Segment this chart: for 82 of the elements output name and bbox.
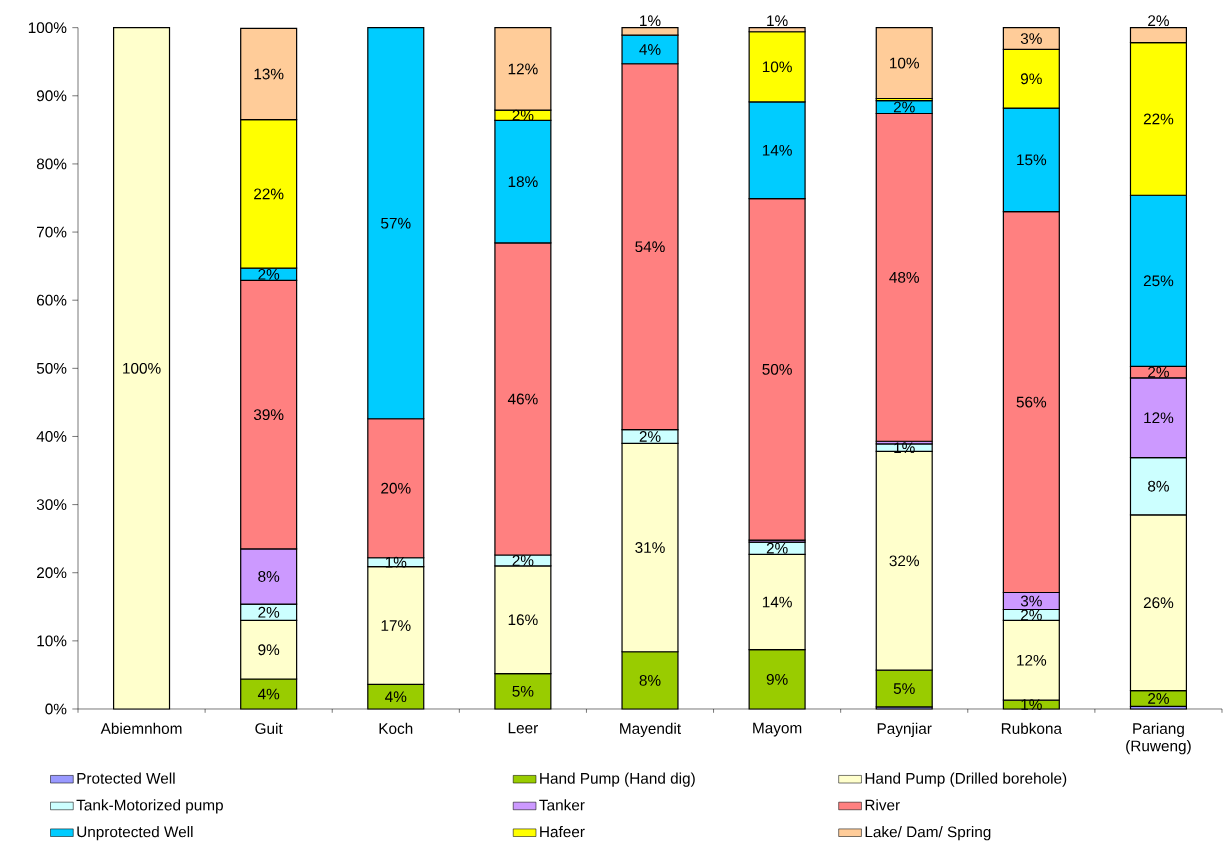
y-tick-label: 10%	[37, 635, 67, 647]
y-tick-label: 30%	[36, 499, 67, 511]
x-tick-label: Mayom	[753, 722, 802, 737]
data-label: 2%	[258, 606, 280, 618]
data-label: 15%	[1017, 154, 1047, 166]
data-label: 14%	[762, 596, 792, 608]
data-label: 12%	[1017, 654, 1047, 666]
data-label: 54%	[635, 241, 665, 253]
data-label: 39%	[253, 409, 284, 421]
data-label: 2%	[1148, 693, 1169, 704]
data-label: 12%	[1144, 412, 1174, 424]
x-tick-label: Rubkona	[1001, 722, 1063, 734]
x-tick-label: Guit	[255, 722, 283, 734]
data-label: 4%	[257, 688, 280, 700]
y-tick-label: 80%	[36, 158, 67, 170]
legend-label: Hafeer	[540, 826, 585, 838]
data-label: 31%	[635, 542, 665, 553]
data-label: 4%	[385, 691, 407, 703]
y-tick-label: 60%	[37, 294, 67, 306]
legend-label: Tank-Motorized pump	[76, 799, 223, 814]
legend-label: Lake/ Dam/ Spring	[865, 826, 991, 841]
data-label: 5%	[512, 685, 534, 697]
data-label: 2%	[893, 101, 915, 113]
data-label: 2%	[1148, 366, 1169, 378]
legend-label: Unprotected Well	[77, 826, 193, 841]
y-tick-label: 50%	[36, 362, 67, 374]
data-label: 8%	[258, 571, 280, 582]
x-tick-label: Abiemnhom	[100, 722, 182, 734]
data-label: 3%	[1020, 33, 1042, 44]
y-tick-label: 20%	[37, 567, 67, 579]
data-label: 12%	[508, 63, 538, 75]
data-label: 56%	[1016, 396, 1047, 408]
data-label: 10%	[762, 61, 792, 73]
data-label: 2%	[766, 542, 788, 554]
data-label: 46%	[507, 393, 538, 405]
data-label: 17%	[381, 620, 411, 631]
y-tick-label: 0%	[45, 703, 67, 715]
data-label: 9%	[258, 644, 280, 656]
y-tick-label: 100%	[28, 22, 67, 34]
data-label: 16%	[508, 614, 538, 626]
x-tick-label: Koch	[379, 722, 413, 734]
data-label: 8%	[1148, 480, 1169, 492]
y-tick-label: 90%	[36, 90, 67, 102]
legend-label: Tanker	[539, 799, 585, 811]
legend-label: River	[865, 799, 900, 811]
legend-label: Hand Pump (Drilled borehole)	[865, 772, 1067, 787]
data-label: 4%	[639, 44, 661, 55]
data-label: 50%	[762, 363, 792, 375]
data-label: 57%	[381, 217, 411, 229]
data-label: 5%	[893, 683, 915, 694]
data-label: 13%	[254, 68, 284, 80]
data-label: 1%	[1021, 699, 1042, 710]
data-label: 22%	[1143, 113, 1174, 125]
data-label: 9%	[1020, 73, 1042, 85]
legend-label: Protected Well	[77, 772, 175, 784]
data-label: 9%	[766, 673, 788, 685]
data-label: 14%	[762, 144, 792, 156]
data-label: 100%	[123, 362, 161, 374]
data-label: 26%	[1143, 597, 1174, 609]
y-tick-label: 40%	[36, 431, 67, 442]
x-tick-label: Paynjiar	[877, 722, 932, 738]
data-label: 1%	[767, 15, 788, 27]
data-label: 8%	[639, 674, 661, 686]
x-tick-label: Leer	[508, 722, 538, 734]
legend-label: Hand Pump (Hand dig)	[540, 772, 695, 787]
x-tick-label: Pariang (Ruweng)	[1126, 722, 1191, 755]
data-label: 20%	[381, 482, 411, 494]
data-label: 32%	[889, 555, 920, 567]
data-label: 25%	[1143, 275, 1174, 287]
data-label: 48%	[889, 271, 920, 283]
data-label: 10%	[890, 57, 920, 69]
data-label: 2%	[1021, 609, 1042, 621]
data-label: 2%	[512, 555, 534, 566]
y-tick-label: 70%	[37, 226, 67, 238]
data-label: 3%	[1020, 595, 1042, 607]
x-tick-label: Mayendit	[620, 722, 681, 738]
data-label: 2%	[258, 268, 280, 280]
data-label: 18%	[508, 176, 538, 188]
data-label: 2%	[639, 431, 661, 442]
data-label: 22%	[254, 188, 284, 200]
data-label: 1%	[640, 15, 661, 27]
data-label: 2%	[1148, 15, 1169, 27]
